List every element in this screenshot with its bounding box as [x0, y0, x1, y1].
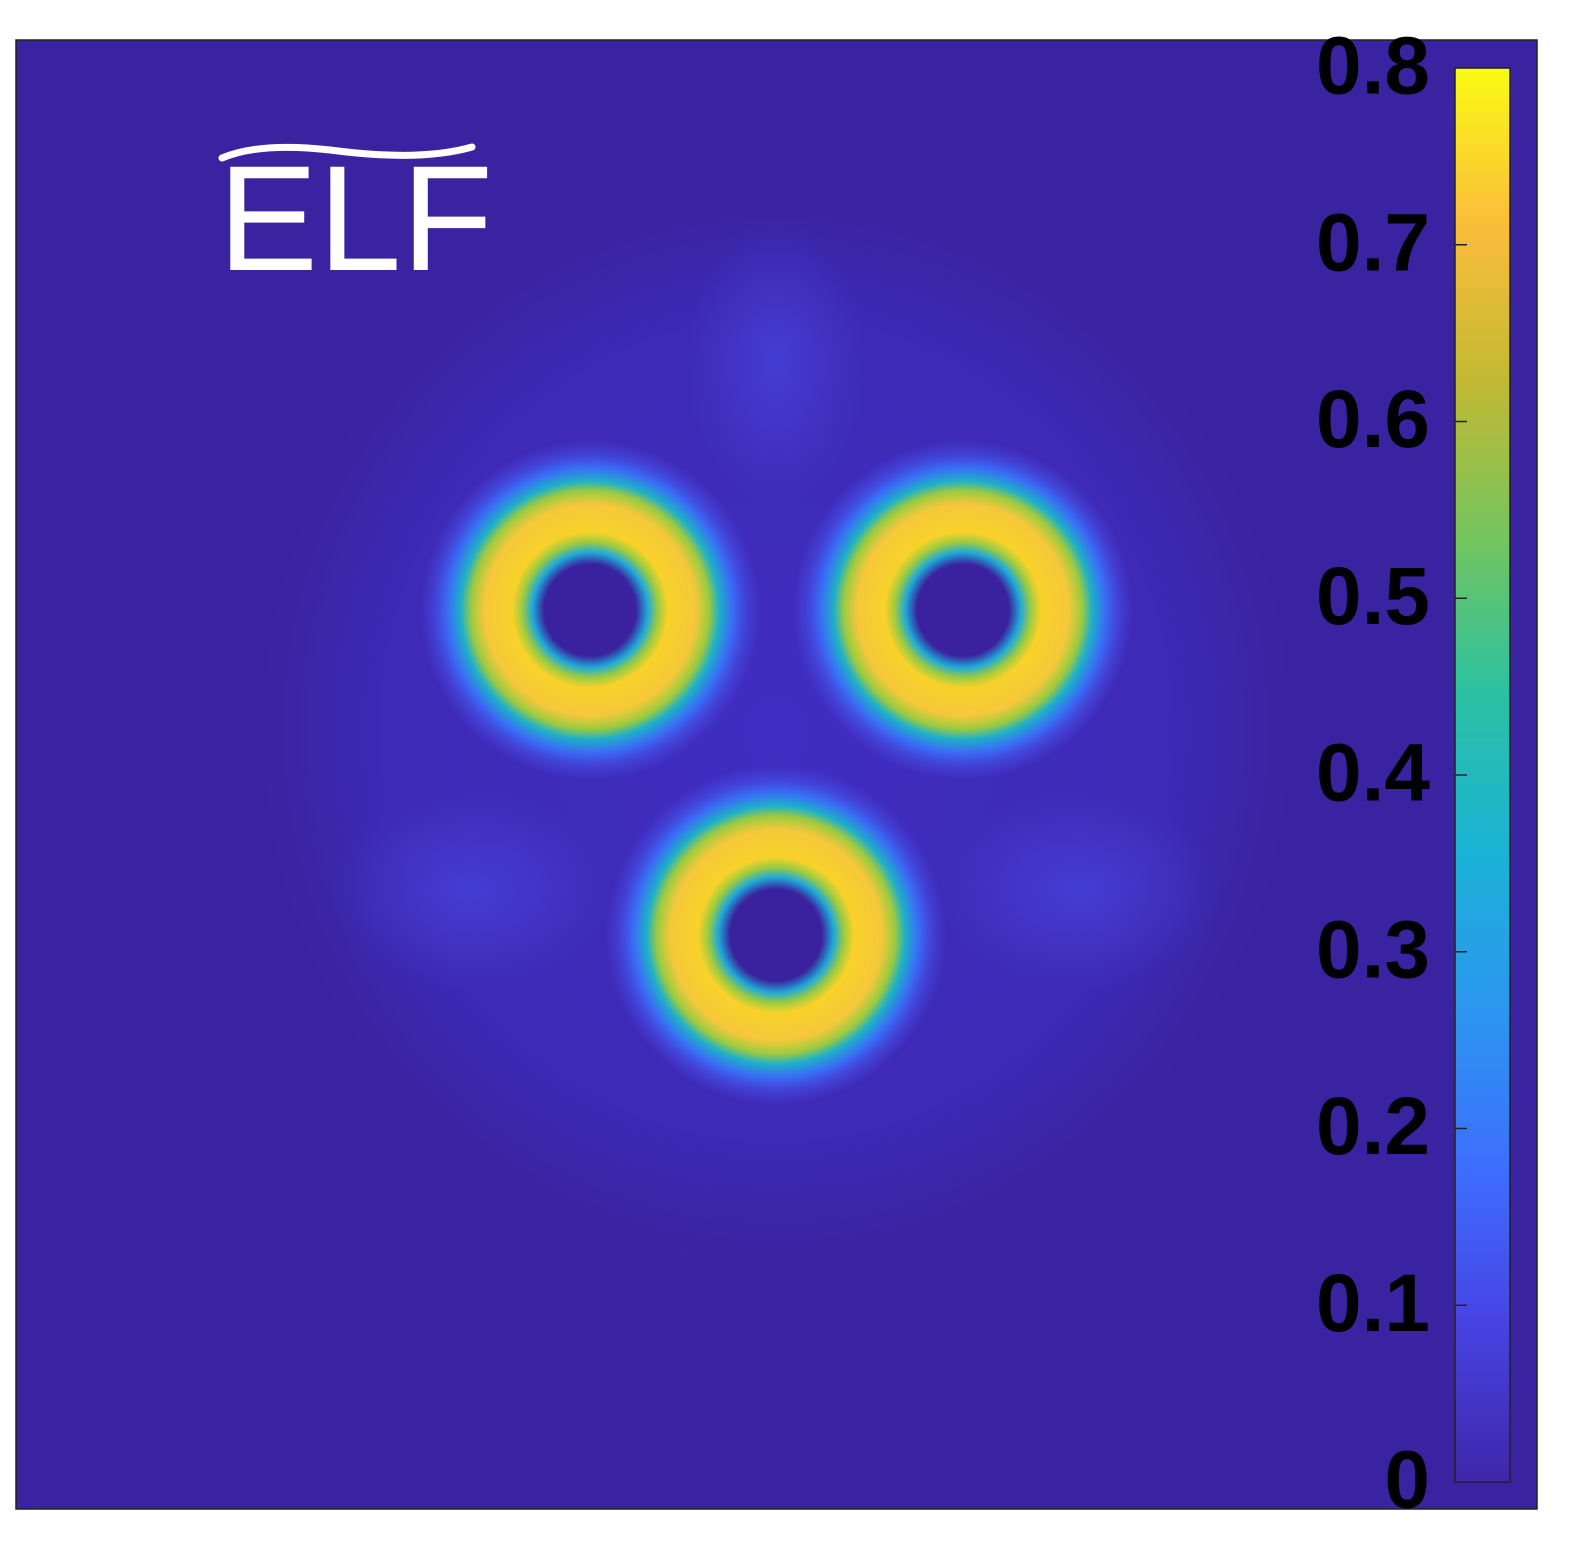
tick-label: 0.2	[1316, 1081, 1430, 1172]
tick-label: 0.4	[1316, 728, 1430, 819]
chart-title: ELF	[218, 134, 493, 302]
tick-label: 0.3	[1316, 904, 1430, 995]
tick-label: 0.5	[1316, 551, 1430, 642]
tick-label: 0.8	[1316, 21, 1430, 112]
title-tilde	[218, 143, 476, 162]
heatmap-field	[256, 190, 1296, 1270]
tick-label: 0.1	[1316, 1258, 1430, 1349]
tick-label: 0	[1384, 1435, 1430, 1526]
tick-label: 0.6	[1316, 374, 1430, 465]
tick-label: 0.7	[1316, 197, 1430, 288]
